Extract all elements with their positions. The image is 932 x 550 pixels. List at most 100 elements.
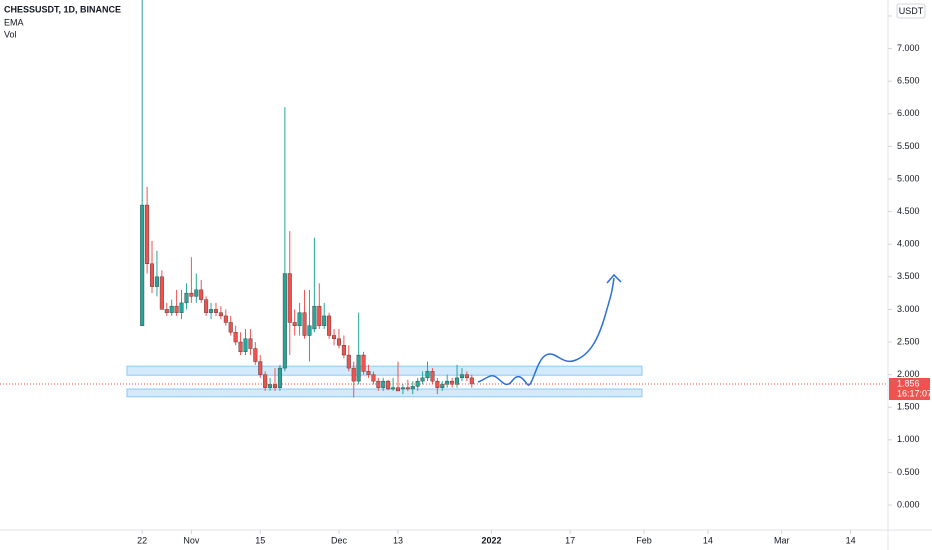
candle-body — [391, 387, 396, 390]
support-zone — [126, 365, 643, 376]
y-tick-label: 0.500 — [897, 467, 920, 477]
candle-body — [410, 386, 415, 390]
candle-body — [327, 315, 332, 336]
x-tick-label: 15 — [255, 535, 265, 545]
currency-label: USDT — [899, 6, 924, 16]
x-tick-label: Feb — [636, 535, 652, 545]
y-tick-label: 5.000 — [897, 173, 920, 183]
candle-body — [307, 325, 312, 336]
indicator-label: Vol — [4, 29, 17, 39]
candle-body — [238, 341, 243, 352]
y-tick-label: 6.000 — [897, 108, 920, 118]
candle-body — [277, 367, 282, 388]
x-tick-label: Nov — [183, 535, 200, 545]
candle-body — [233, 332, 238, 343]
x-tick-label: Mar — [774, 535, 790, 545]
candle-body — [425, 371, 430, 379]
candle-body — [174, 305, 179, 313]
last-price-tag — [889, 378, 930, 401]
candle-body — [450, 380, 455, 385]
x-tick-label: 14 — [703, 535, 713, 545]
candle-body — [140, 204, 145, 326]
projection-curve — [477, 277, 615, 386]
candle-body — [243, 338, 248, 352]
candle-body — [346, 354, 351, 369]
candle-body — [336, 338, 341, 346]
candle-body — [150, 263, 155, 287]
candle-body — [218, 312, 223, 317]
y-tick-label: 7.000 — [897, 43, 920, 53]
countdown-label: 16:17:07 — [897, 388, 932, 398]
candle-body — [400, 387, 405, 390]
candle-body — [420, 377, 425, 382]
candle-body — [204, 299, 209, 313]
candle-body — [223, 315, 228, 323]
candle-body — [228, 322, 233, 333]
candle-body — [469, 377, 474, 385]
y-tick-label: 2.000 — [897, 369, 920, 379]
candle-body — [258, 361, 263, 375]
candle-body — [405, 387, 410, 390]
candle-body — [297, 312, 302, 326]
candle-body — [341, 345, 346, 356]
candle-body — [253, 348, 258, 362]
symbol-title: CHESSUSDT, 1D, BINANCE — [4, 4, 121, 14]
candle-body — [145, 204, 150, 264]
candle-body — [317, 305, 322, 326]
candle-body — [332, 335, 337, 339]
candle-body — [351, 367, 356, 382]
candle-body — [179, 302, 184, 313]
candle-body — [248, 338, 253, 349]
last-price-label: 1.856 — [897, 378, 920, 388]
y-tick-label: 6.500 — [897, 76, 920, 86]
candle-body — [302, 312, 307, 336]
candle-body — [164, 309, 169, 313]
candle-body — [154, 276, 159, 287]
y-tick-label: 5.500 — [897, 141, 920, 151]
indicator-label: EMA — [4, 17, 24, 27]
candle-body — [459, 374, 464, 379]
y-tick-label: 0.000 — [897, 499, 920, 509]
plot-area — [0, 0, 888, 398]
candle-body — [464, 374, 469, 379]
y-tick-label: 2.500 — [897, 336, 920, 346]
candle-body — [312, 305, 317, 330]
candle-body — [169, 305, 174, 313]
candle-body — [263, 374, 268, 388]
candle-body — [396, 387, 401, 392]
y-tick-label: 1.500 — [897, 402, 920, 412]
candle-body — [361, 354, 366, 372]
x-tick-label: 2022 — [481, 535, 501, 545]
support-zone — [126, 388, 643, 398]
candle-body — [455, 377, 460, 385]
candle-body — [184, 292, 189, 304]
candle-body — [282, 273, 287, 369]
y-tick-label: 1.000 — [897, 434, 920, 444]
x-tick-label: 14 — [846, 535, 856, 545]
y-tick-label: 4.500 — [897, 206, 920, 216]
candle-body — [371, 374, 376, 382]
x-tick-label: 22 — [137, 535, 147, 545]
candle-body — [213, 309, 218, 313]
candle-body — [366, 371, 371, 375]
y-tick-label: 3.500 — [897, 271, 920, 281]
candle-body — [194, 289, 199, 297]
x-tick-label: Dec — [331, 535, 348, 545]
candle-body — [292, 322, 297, 326]
y-tick-label: 3.000 — [897, 304, 920, 314]
candle-body — [322, 315, 327, 326]
candle-body — [287, 273, 292, 323]
projection-arrowhead — [606, 273, 622, 284]
currency-box[interactable] — [896, 3, 926, 19]
y-tick-label: 4.000 — [897, 239, 920, 249]
candle-body — [268, 384, 273, 388]
candle-body — [199, 289, 204, 300]
candle-body — [430, 371, 435, 382]
candle-body — [440, 384, 445, 388]
candle-body — [273, 384, 278, 388]
candle-body — [386, 380, 391, 390]
x-tick-label: 17 — [565, 535, 575, 545]
candle-body — [189, 292, 194, 297]
